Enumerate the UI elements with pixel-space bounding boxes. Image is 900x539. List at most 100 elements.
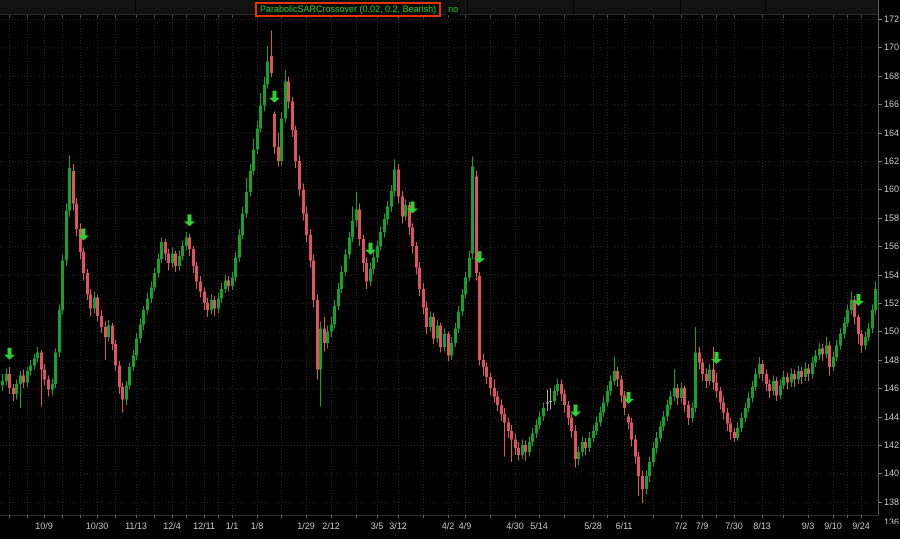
time-tick: [847, 515, 848, 518]
candle-body: [135, 338, 138, 356]
time-tick: [232, 515, 233, 518]
candle-body: [747, 398, 750, 409]
top-time-tick: [808, 15, 809, 18]
candle-body: [475, 176, 478, 274]
candle-body: [574, 430, 577, 460]
time-axis[interactable]: 10/9 10/30 11/13 12/4 12/11 1/1 1/8 1/29 2/12 3/5…: [0, 515, 900, 539]
top-time-tick: [564, 15, 565, 18]
price-axis-line: [878, 0, 879, 515]
price-axis[interactable]: 172 170 168 166 164 162 160 158 156 154 152 150 148 1…: [878, 0, 900, 524]
top-bar-divider: [467, 0, 468, 14]
candle-body: [659, 426, 662, 438]
candle-body: [531, 433, 534, 443]
candle-body: [592, 430, 595, 438]
top-bar-divider: [765, 0, 766, 14]
time-tick: [172, 515, 173, 518]
candle-body: [454, 328, 457, 343]
candle-body: [457, 311, 460, 329]
candle-body: [719, 391, 722, 403]
time-tick: [702, 515, 703, 518]
indicator-name-box[interactable]: ParabolicSARCrossover (0.02, 0.2, Bearis…: [255, 2, 442, 17]
candle-body: [241, 213, 244, 235]
candle-body: [333, 305, 336, 325]
price-axis-label: 162: [884, 156, 900, 166]
candle-body: [595, 422, 598, 431]
time-tick: [80, 515, 81, 518]
price-tick: [878, 218, 882, 219]
candle-body: [553, 391, 556, 401]
candle-body: [627, 416, 630, 423]
candle-body: [616, 371, 619, 380]
time-tick: [44, 515, 45, 518]
time-tick: [136, 515, 137, 518]
candle-body: [450, 342, 453, 356]
time-tick: [465, 515, 466, 518]
candle-body: [609, 381, 612, 392]
top-time-tick: [218, 15, 219, 18]
candle-body: [832, 356, 835, 367]
candle-body: [701, 362, 704, 374]
candlestick-plot[interactable]: [0, 0, 878, 515]
candle-body: [588, 437, 591, 448]
time-tick: [681, 515, 682, 518]
time-tick: [861, 515, 862, 518]
candle-body: [174, 253, 177, 267]
candle-body: [54, 352, 57, 384]
candle-body: [167, 253, 170, 264]
sell-arrow-icon: [407, 201, 418, 214]
candle-body: [485, 366, 488, 377]
time-tick: [593, 515, 594, 518]
candle-body: [489, 376, 492, 389]
candle-body: [125, 385, 128, 400]
candle-body: [418, 267, 421, 289]
candle-body: [340, 271, 343, 289]
time-axis-label: 6/11: [615, 521, 633, 531]
sell-arrow-icon: [4, 347, 15, 360]
candle-body: [754, 374, 757, 387]
sell-arrow-icon: [474, 251, 485, 264]
candle-body: [93, 297, 96, 309]
candle-body: [439, 325, 442, 348]
candle-body: [15, 383, 18, 394]
top-time-tick: [62, 15, 63, 18]
candle-body: [8, 374, 11, 389]
price-axis-label: 140: [884, 468, 900, 478]
time-axis-label: 11/13: [125, 521, 147, 531]
candle-body: [270, 55, 273, 73]
candle-body: [61, 260, 64, 311]
candle-body: [319, 328, 322, 370]
candle-body: [397, 169, 400, 197]
candle-body: [33, 358, 36, 366]
top-time-tick: [27, 15, 28, 18]
candle-body: [729, 423, 732, 433]
candle-body: [782, 376, 785, 386]
candle-body: [263, 84, 266, 106]
candle-body: [107, 325, 110, 338]
candle-body: [507, 422, 510, 431]
candle-body: [111, 325, 114, 345]
candle-body: [850, 300, 853, 311]
price-tick: [878, 104, 882, 105]
time-tick: [448, 515, 449, 518]
price-axis-label: 154: [884, 270, 900, 280]
candle-body: [393, 169, 396, 191]
candle-body: [65, 210, 68, 261]
candle-body: [768, 383, 771, 392]
candle-body: [503, 413, 506, 423]
candle-body: [224, 280, 227, 289]
candle-body: [121, 386, 124, 400]
candle-body: [772, 381, 775, 392]
candle-body: [118, 365, 121, 387]
candle-body: [599, 412, 602, 423]
candle-body: [560, 383, 563, 394]
candle-body: [683, 388, 686, 406]
candle-body: [425, 307, 428, 328]
candle-body: [436, 325, 439, 339]
time-axis-label: 10/9: [35, 521, 53, 531]
candle-body: [348, 237, 351, 255]
candle-body: [705, 374, 708, 382]
candle-body: [687, 405, 690, 419]
top-time-tick: [232, 15, 233, 18]
candle-body: [231, 277, 234, 286]
time-tick: [62, 515, 63, 518]
